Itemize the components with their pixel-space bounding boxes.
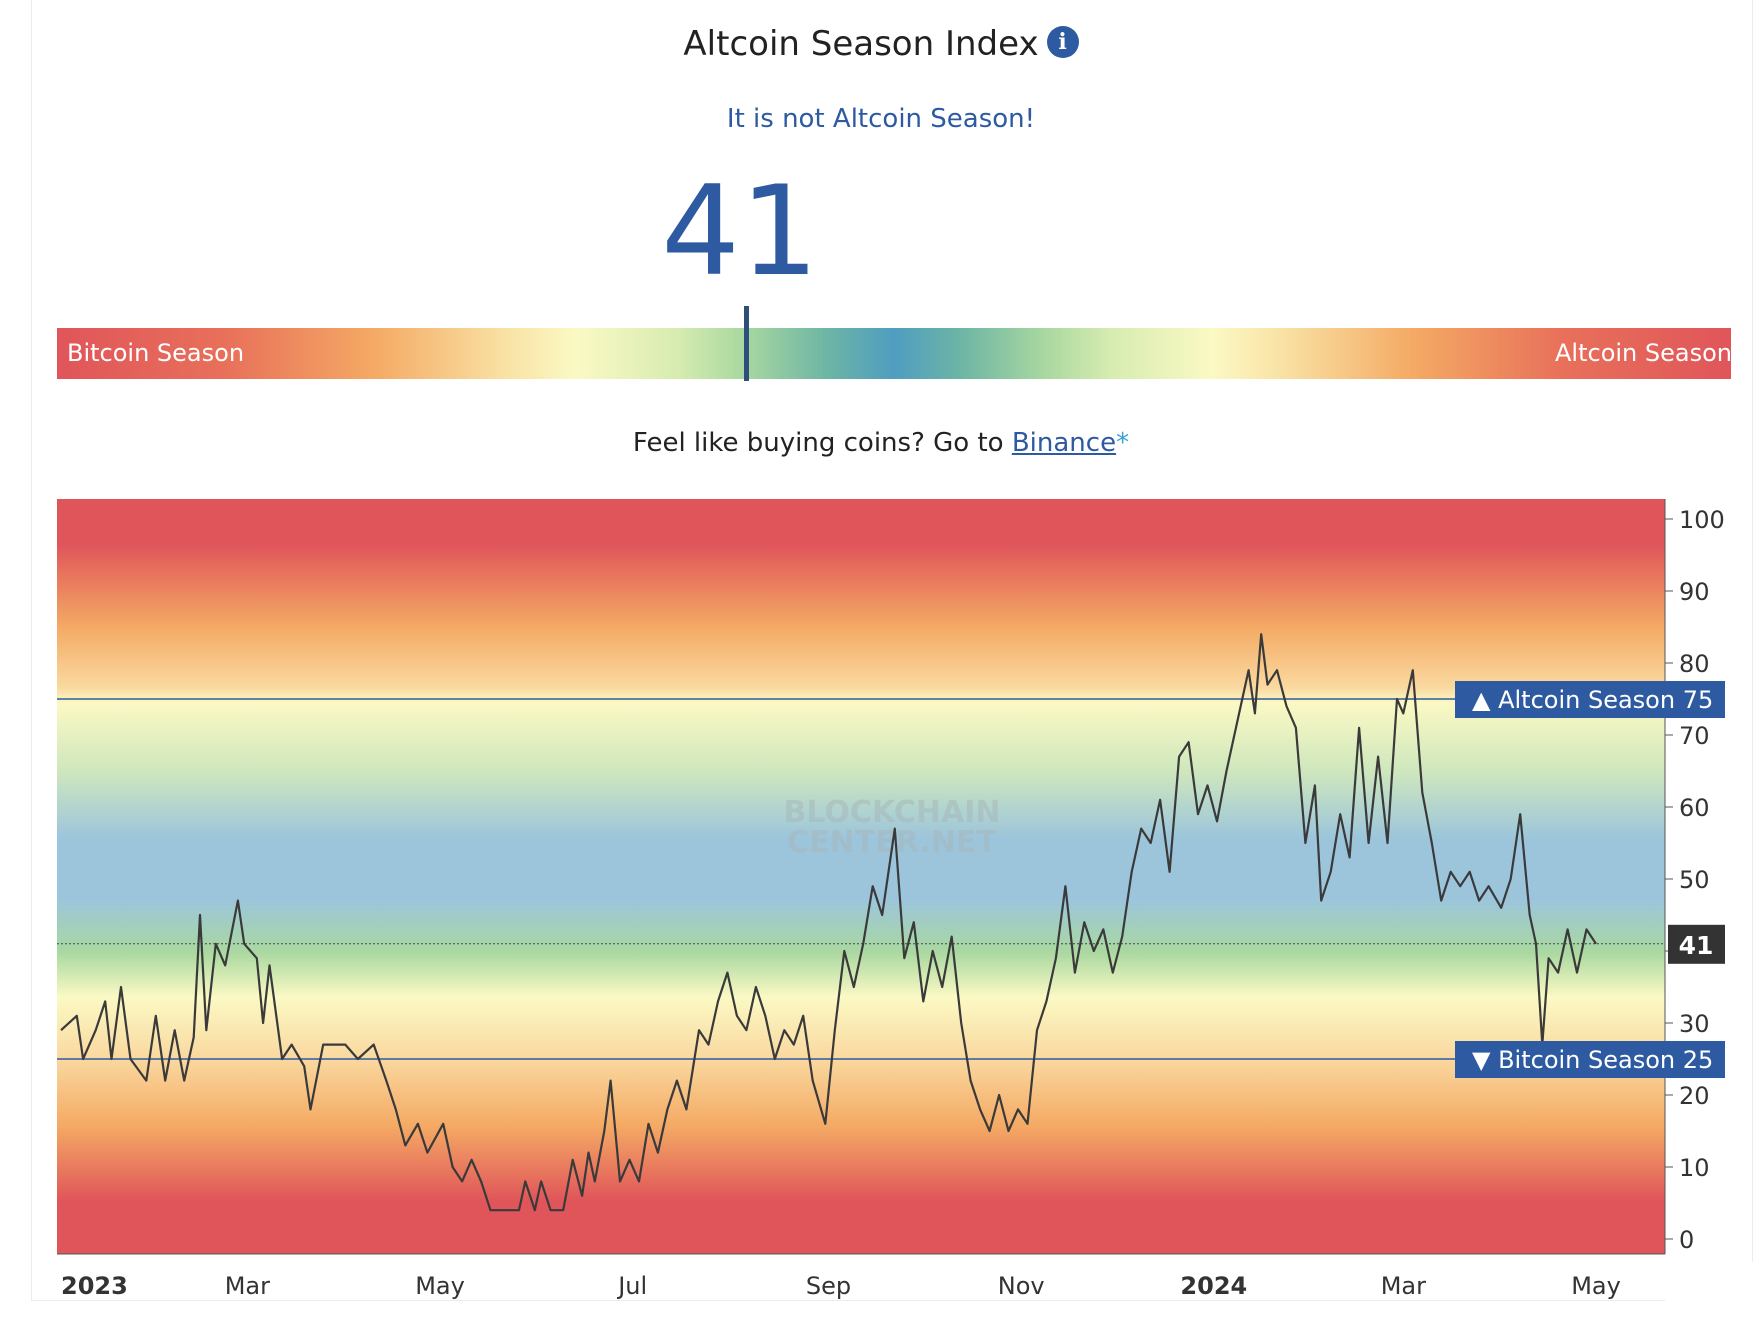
y-tick-label: 30 <box>1679 1010 1710 1038</box>
x-tick-label: Nov <box>998 1272 1045 1300</box>
frame-left-line <box>31 0 32 1300</box>
y-tick-label: 100 <box>1679 506 1725 534</box>
threshold-badge <box>1455 681 1725 718</box>
frame-bottom-line <box>31 1300 1753 1301</box>
season-gauge <box>57 328 1731 379</box>
y-tick-label: 20 <box>1679 1082 1710 1110</box>
promo-star: * <box>1116 428 1130 458</box>
page-title: Altcoin Season Index <box>683 24 1039 64</box>
x-tick-label: Mar <box>1381 1272 1426 1300</box>
gauge-marker <box>744 306 749 381</box>
info-icon[interactable]: i <box>1046 26 1079 58</box>
x-tick-label: May <box>415 1272 465 1300</box>
y-tick-label: 90 <box>1679 578 1710 606</box>
y-tick-label: 70 <box>1679 722 1710 750</box>
threshold-label: ▲ Altcoin Season <box>1472 686 1675 714</box>
threshold-badge <box>1455 1041 1725 1078</box>
promo-text: Feel like buying coins? Go to <box>632 428 1012 458</box>
threshold-value-label: 25 <box>1683 1046 1714 1074</box>
threshold-value-label: 75 <box>1683 686 1714 714</box>
frame-right-line <box>1752 0 1753 1300</box>
current-value-label: 41 <box>1679 931 1714 960</box>
y-tick-label: 60 <box>1679 794 1710 822</box>
x-axis-edge-mask <box>1665 1262 1755 1302</box>
title-row: Altcoin Season Index i <box>0 24 1762 64</box>
promo-line: Feel like buying coins? Go to Binance* <box>0 428 1762 458</box>
binance-link[interactable]: Binance <box>1011 428 1117 458</box>
x-tick-label: Mar <box>225 1272 270 1300</box>
y-tick-label: 80 <box>1679 650 1710 678</box>
x-tick-label: May <box>1571 1272 1621 1300</box>
index-value: 41 <box>661 160 819 304</box>
y-tick-label: 0 <box>1679 1226 1694 1254</box>
x-tick-label: 2024 <box>1180 1272 1247 1300</box>
y-tick-label: 50 <box>1679 866 1710 894</box>
x-tick-label: Jul <box>616 1272 647 1300</box>
chart-background <box>57 499 1665 1254</box>
threshold-label: ▼ Bitcoin Season <box>1472 1046 1675 1074</box>
current-value-badge <box>1668 924 1725 964</box>
season-status: It is not Altcoin Season! <box>726 104 1036 134</box>
x-tick-label: 2023 <box>61 1272 128 1300</box>
gauge-label-bitcoin: Bitcoin Season <box>67 339 245 367</box>
watermark-text: BLOCKCHAIN <box>784 795 1001 830</box>
y-tick-label: 10 <box>1679 1154 1710 1182</box>
x-tick-label: Sep <box>806 1272 851 1300</box>
series-line <box>60 633 1597 1212</box>
gauge-label-altcoin: Altcoin Season <box>1555 339 1732 367</box>
